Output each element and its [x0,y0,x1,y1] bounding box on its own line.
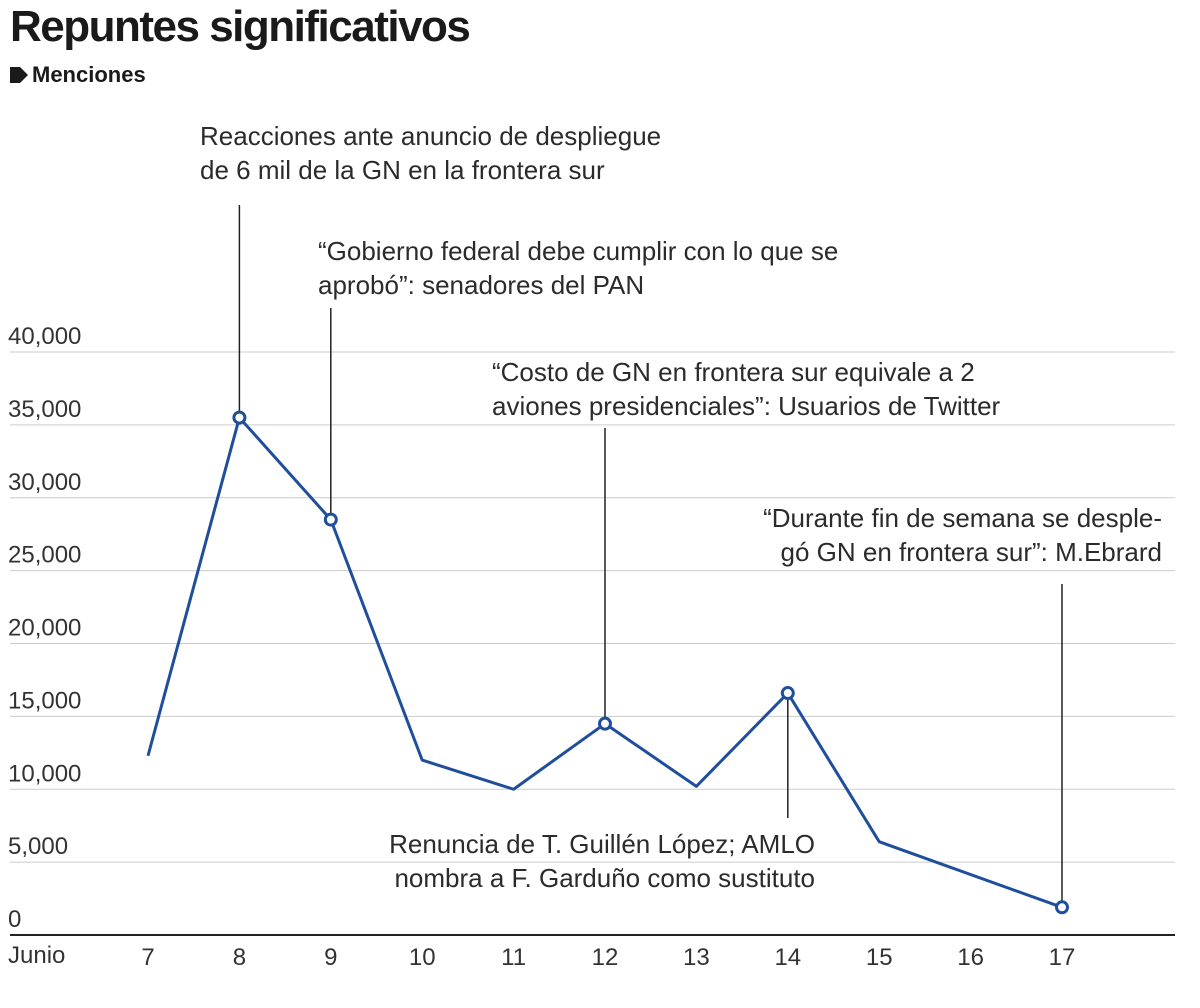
x-tick-label: 12 [592,944,619,971]
data-point-marker [323,512,338,527]
y-tick-label: 30,000 [8,469,81,496]
annotation-line: Reacciones ante anuncio de despliegue [200,121,661,151]
x-tick-label: 8 [233,944,246,971]
x-tick-label: 9 [324,944,337,971]
data-point-marker [598,716,612,731]
series-polyline [146,416,1063,909]
x-axis: Junio 7 8 9 10 11 12 13 14 15 16 17 [8,934,1175,971]
chart-subtitle: Menciones [10,62,146,88]
annotation-line: Renuncia de T. Guillén López; AMLO [389,829,815,859]
x-tick-label: 17 [1049,944,1076,971]
annotation-text: Reacciones ante anuncio de despliegue de … [200,121,661,185]
annotation-line: “Costo de GN en frontera sur equivale a … [492,357,975,387]
y-tick-label: 0 [8,906,21,933]
data-point-marker [780,686,795,701]
x-tick-label: 13 [683,944,710,971]
y-tick-label: 25,000 [8,542,81,569]
subtitle-label: Menciones [32,62,146,87]
annotation-text: “Costo de GN en frontera sur equivale a … [492,357,1001,421]
annotation-line: aprobó”: senadores del PAN [318,270,644,300]
x-tick-label: 11 [501,944,526,971]
x-tick-label: 15 [866,944,893,971]
y-tick-label: 40,000 [8,323,81,350]
series-line [146,416,1063,909]
tag-marker-icon [10,67,28,83]
annotation-line: de 6 mil de la GN en la frontera sur [200,155,605,185]
y-tick-label: 20,000 [8,615,81,642]
x-tick-label: 14 [774,944,801,971]
annotation-text: “Durante fin de semana se desple-gó GN e… [763,503,1162,567]
y-tick-label: 35,000 [8,396,81,423]
annotation-line: “Gobierno federal debe cumplir con lo qu… [318,236,838,266]
annotation-text: “Gobierno federal debe cumplir con lo qu… [318,236,838,300]
y-tick-label: 10,000 [8,760,81,787]
data-point-marker [232,410,247,425]
y-tick-label: 15,000 [8,687,81,714]
annotation-line: aviones presidenciales”: Usuarios de Twi… [492,391,1001,421]
x-tick-label: 7 [141,944,154,971]
x-tick-label: 16 [957,944,984,971]
annotation-line: nombra a F. Garduño como sustituto [394,863,815,893]
grid-lines [10,351,1175,863]
y-axis-ticks: 0 5,000 10,000 15,000 20,000 25,000 30,000 35,0… [8,323,81,933]
annotations: Reacciones ante anuncio de despliegue de … [200,121,1162,893]
x-axis-prefix: Junio [8,942,65,969]
x-tick-label: 10 [409,944,436,971]
data-point-marker [1055,900,1069,915]
point-markers [232,410,1069,915]
annotation-text: Renuncia de T. Guillén López; AMLO nombra… [389,829,815,893]
chart-title: Repuntes significativos [10,2,471,51]
annotation-leaders [238,205,1063,908]
annotation-line: gó GN en frontera sur”: M.Ebrard [781,537,1162,567]
annotation-line: “Durante fin de semana se desple- [763,503,1162,533]
y-tick-label: 5,000 [8,833,68,860]
